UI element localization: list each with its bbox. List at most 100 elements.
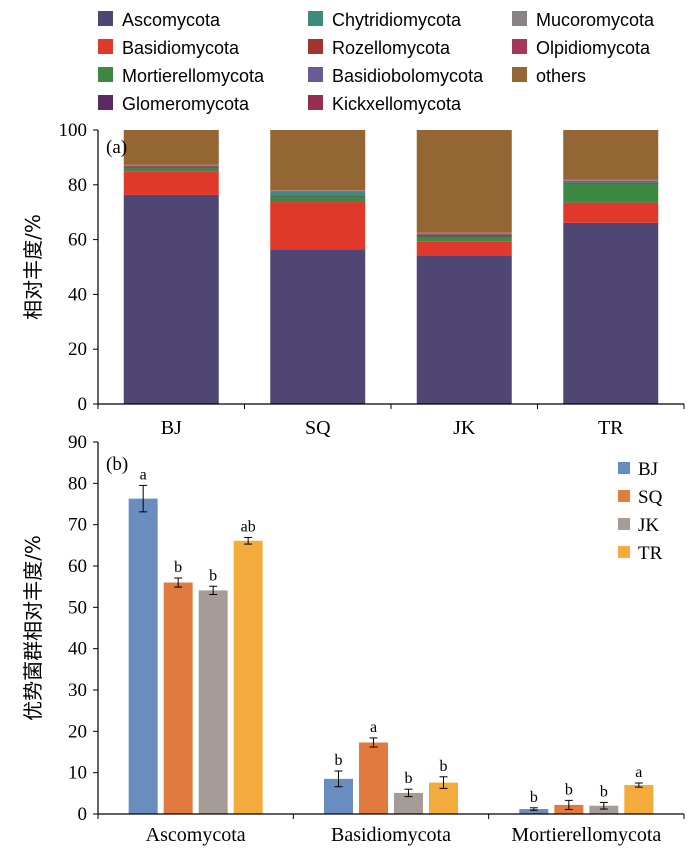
bar-segment-basidiomycota-bj (123, 171, 219, 195)
y-tick-label-a: 80 (68, 175, 87, 196)
legend-label-jk: JK (638, 515, 659, 536)
panel-label-a: (a) (106, 137, 127, 158)
bar-ascomycota-jk (198, 590, 228, 814)
significance-label-basidiomycota-bj: b (335, 752, 343, 769)
bar-ascomycota-sq (163, 582, 193, 814)
legend-label-others: others (536, 66, 586, 86)
bar-segment-basidiobolomycota-bj (123, 165, 219, 167)
bar-segment-chytridiomycota-tr (563, 182, 659, 183)
y-tick-label-a: 60 (68, 230, 87, 251)
significance-label-basidiomycota-jk: b (405, 770, 413, 787)
legend-label-mortierellomycota: Mortierellomycota (122, 66, 265, 86)
bar-segment-mortierellomycota-jk (416, 236, 512, 242)
bar-basidiomycota-sq (359, 742, 388, 814)
legend-swatch-mortierellomycota (98, 67, 113, 82)
legend-label-bj: BJ (638, 459, 658, 480)
y-tick-label-b: 0 (78, 804, 88, 825)
legend-label-glomeromycota: Glomeromycota (122, 94, 250, 114)
legend-swatch-chytridiomycota (308, 11, 323, 26)
bar-mortierellomycota-bj (519, 809, 549, 814)
legend-swatch-jk (618, 518, 630, 530)
bar-segment-glomeromycota-tr (563, 182, 659, 184)
y-tick-label-b: 80 (68, 473, 87, 494)
x-tick-label-basidiomycota: Basidiomycota (331, 824, 451, 846)
bar-segment-mortierellomycota-tr (563, 183, 659, 203)
y-axis-label-a: 相对丰度/% (21, 214, 45, 320)
legend-swatch-basidiomycota (98, 39, 113, 54)
bar-segment-ascomycota-jk (416, 255, 512, 404)
bar-segment-basidiomycota-sq (270, 202, 366, 250)
significance-label-mortierellomycota-bj: b (530, 789, 538, 806)
y-tick-label-b: 10 (68, 763, 87, 784)
bar-segment-rozellomycota-jk (416, 233, 512, 235)
legend-swatch-olpidiomycota (512, 39, 527, 54)
x-tick-label-mortierellomycota: Mortierellomycota (511, 824, 661, 846)
y-tick-label-b: 90 (68, 432, 87, 453)
significance-label-ascomycota-bj: a (140, 466, 147, 483)
legend-swatch-basidiobolomycota (308, 67, 323, 82)
legend-label-kickxellomycota: Kickxellomycota (332, 94, 462, 114)
bar-segment-ascomycota-sq (270, 249, 366, 404)
y-tick-label-a: 100 (59, 120, 88, 141)
legend-label-rozellomycota: Rozellomycota (332, 38, 451, 58)
y-axis-label-b: 优势菌群相对丰度/% (21, 535, 45, 721)
bar-segment-chytridiomycota-jk (416, 234, 512, 236)
y-tick-label-a: 40 (68, 284, 87, 305)
bar-segment-ascomycota-bj (123, 194, 219, 404)
bar-segment-rozellomycota-tr (563, 181, 659, 183)
legend-label-olpidiomycota: Olpidiomycota (536, 38, 651, 58)
bar-segment-others-bj (123, 130, 219, 165)
legend-swatch-tr (618, 546, 630, 558)
bar-ascomycota-tr (233, 540, 263, 814)
bar-segment-others-tr (563, 130, 659, 180)
y-tick-label-b: 50 (68, 597, 87, 618)
legend-swatch-rozellomycota (308, 39, 323, 54)
legend-swatch-kickxellomycota (308, 95, 323, 110)
y-tick-label-a: 0 (78, 394, 88, 415)
y-tick-label-b: 60 (68, 556, 87, 577)
bar-mortierellomycota-jk (589, 805, 619, 814)
x-tick-label-ascomycota: Ascomycota (146, 824, 246, 846)
significance-label-ascomycota-sq: b (174, 559, 182, 576)
bar-segment-glomeromycota-jk (416, 235, 512, 237)
bar-segment-rozellomycota-sq (270, 191, 366, 192)
legend-label-mucoromycota: Mucoromycota (536, 10, 655, 30)
legend-label-basidiomycota: Basidiomycota (122, 38, 240, 58)
legend-label-tr: TR (638, 543, 663, 564)
legend-swatch-others (512, 67, 527, 82)
x-tick-label-tr: TR (598, 417, 624, 439)
bar-segment-glomeromycota-bj (123, 167, 219, 169)
bar-mortierellomycota-tr (624, 785, 654, 814)
y-tick-label-b: 30 (68, 680, 87, 701)
legend-swatch-mucoromycota (512, 11, 527, 26)
significance-label-mortierellomycota-sq: b (565, 781, 573, 798)
x-tick-label-bj: BJ (161, 417, 182, 439)
legend-label-basidiobolomycota: Basidiobolomycota (332, 66, 484, 86)
legend-label-ascomycota: Ascomycota (122, 10, 221, 30)
panel-label-b: (b) (106, 454, 128, 475)
bar-segment-ascomycota-tr (563, 222, 659, 404)
bar-ascomycota-bj (128, 498, 158, 814)
legend-label-sq: SQ (638, 487, 663, 508)
legend-swatch-glomeromycota (98, 95, 113, 110)
legend-swatch-ascomycota (98, 11, 113, 26)
bar-segment-others-sq (270, 130, 366, 191)
bar-segment-basidiomycota-jk (416, 241, 512, 256)
significance-label-mortierellomycota-jk: b (600, 783, 608, 800)
significance-label-mortierellomycota-tr: a (635, 764, 642, 781)
y-tick-label-b: 70 (68, 515, 87, 536)
bar-segment-others-jk (416, 130, 512, 233)
y-tick-label-b: 20 (68, 721, 87, 742)
y-tick-label-b: 40 (68, 639, 87, 660)
legend-swatch-sq (618, 490, 630, 502)
bar-segment-basidiomycota-tr (563, 202, 659, 223)
bar-segment-chytridiomycota-sq (270, 191, 366, 197)
significance-label-basidiomycota-sq: a (370, 719, 377, 736)
x-tick-label-sq: SQ (305, 417, 331, 439)
bar-segment-mortierellomycota-sq (270, 196, 366, 203)
chart-a: 0 20 40 60 80 100 BJ SQ JK TR (a) 相对丰度/% (21, 120, 685, 439)
bar-segment-chytridiomycota-bj (123, 166, 219, 168)
legend-swatch-bj (618, 462, 630, 474)
